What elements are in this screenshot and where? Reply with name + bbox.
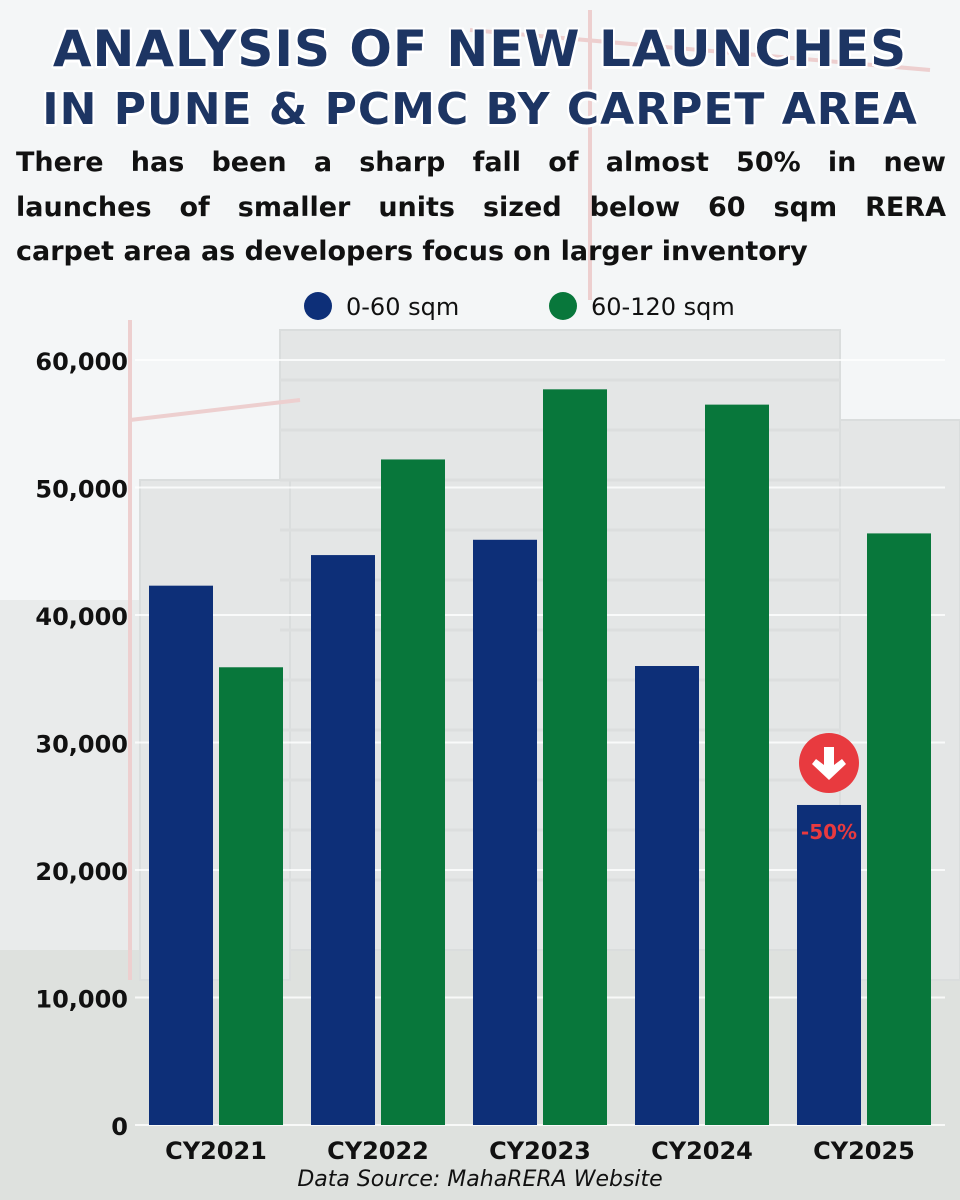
y-tick-label: 30,000	[35, 731, 128, 759]
bar-cy2023-series-2	[543, 389, 607, 1125]
bar-cy2025-series-2	[867, 533, 931, 1125]
chart-title-line-1: ANALYSIS OF NEW LAUNCHES	[52, 20, 908, 78]
legend-label-series-2: 60-120 sqm	[591, 293, 735, 321]
bar-cy2021-series-2	[219, 667, 283, 1125]
legend-label-series-1: 0-60 sqm	[346, 293, 459, 321]
x-tick-label: CY2021	[165, 1137, 267, 1165]
x-tick-label: CY2025	[813, 1137, 915, 1165]
y-tick-label: 10,000	[35, 986, 128, 1014]
x-tick-label: CY2023	[489, 1137, 591, 1165]
bar-cy2022-series-1	[311, 555, 375, 1125]
y-tick-label: 50,000	[35, 476, 128, 504]
bar-chart: 0 10,000 20,000 30,000 40,000 50,000 60,000 CY2…	[35, 292, 945, 1165]
y-tick-label: 0	[111, 1113, 128, 1141]
chart-title-line-2: IN PUNE & PCMC BY CARPET AREA	[42, 84, 918, 135]
annotation-label: -50%	[801, 820, 857, 844]
x-tick-label: CY2024	[651, 1137, 753, 1165]
y-tick-label: 60,000	[35, 348, 128, 376]
x-tick-label: CY2022	[327, 1137, 429, 1165]
legend-marker-series-1	[304, 292, 332, 320]
subtitle-line-1: There has been a sharp fall of almost 50…	[16, 147, 946, 178]
bar-cy2024-series-1	[635, 666, 699, 1125]
bar-cy2021-series-1	[149, 585, 213, 1125]
data-source-note: Data Source: MahaRERA Website	[297, 1167, 663, 1192]
bar-cy2025-series-1	[797, 804, 861, 1125]
legend-marker-series-2	[549, 292, 577, 320]
subtitle-line-2: launches of smaller units sized below 60…	[16, 192, 946, 223]
down-arrow-circle-icon	[799, 732, 859, 793]
y-tick-label: 40,000	[35, 603, 128, 631]
y-tick-label: 20,000	[35, 858, 128, 886]
bar-cy2023-series-1	[473, 539, 537, 1125]
subtitle-line-3: carpet area as developers focus on large…	[16, 236, 808, 267]
bar-cy2022-series-2	[381, 459, 445, 1125]
bar-cy2024-series-2	[705, 404, 769, 1125]
